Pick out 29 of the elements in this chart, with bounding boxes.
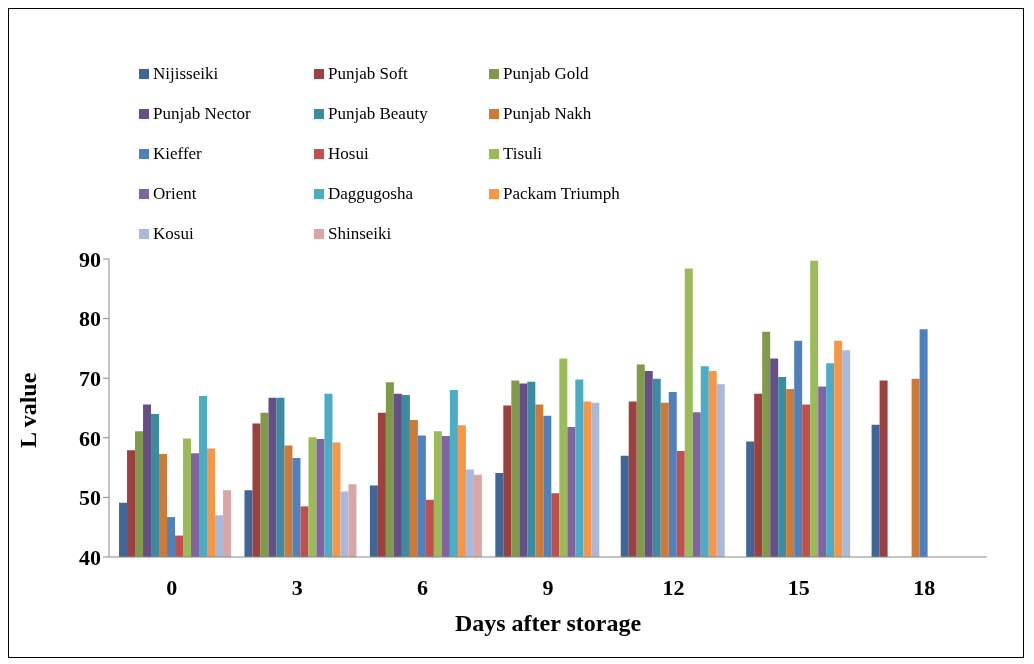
y-tick-label: 60 (79, 425, 101, 451)
legend-label: Punjab Beauty (328, 104, 428, 124)
legend-label: Kieffer (153, 144, 202, 164)
x-tick-label: 0 (166, 574, 178, 600)
legend-label: Packam Triumph (503, 184, 620, 204)
legend-label: Nijisseiki (153, 64, 219, 84)
legend-label: Orient (153, 184, 197, 204)
legend-label: Tisuli (503, 144, 543, 164)
x-tick-label: 12 (662, 574, 685, 600)
y-tick-label: 40 (79, 544, 101, 570)
x-tick-label: 3 (291, 574, 303, 600)
legend-label: Punjab Gold (503, 64, 589, 84)
x-tick-label: 9 (542, 574, 554, 600)
y-tick-label: 90 (79, 246, 101, 272)
legend-label: Punjab Nakh (503, 104, 592, 124)
legend-label: Shinseiki (328, 224, 392, 244)
y-tick-label: 50 (79, 485, 101, 511)
legend-label: Kosui (153, 224, 194, 244)
x-tick-label: 18 (913, 574, 936, 600)
legend-label: Punjab Soft (328, 64, 408, 84)
x-tick-label: 15 (787, 574, 810, 600)
y-tick-label: 70 (79, 366, 101, 392)
y-axis-title: L value (14, 372, 41, 448)
legend-label: Hosui (328, 144, 369, 164)
x-axis-title: Days after storage (454, 610, 642, 636)
y-tick-label: 80 (79, 306, 101, 332)
legend-label: Daggugosha (328, 184, 413, 204)
legend-label: Punjab Nector (153, 104, 251, 124)
x-tick-label: 6 (417, 574, 429, 600)
